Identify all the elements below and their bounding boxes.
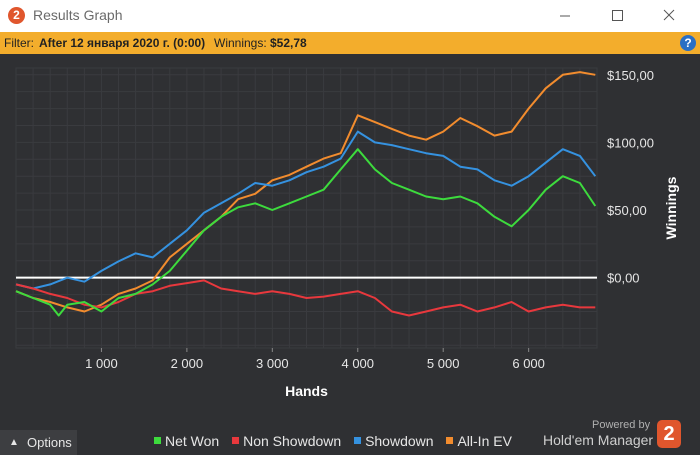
filter-label: Filter: [4,36,34,50]
y-axis-label: Winnings [663,176,679,239]
x-axis-label: Hands [285,383,328,399]
close-button[interactable] [646,0,692,32]
window-title: Results Graph [33,7,123,23]
y-tick-label: $100,00 [607,135,654,150]
minimize-button[interactable] [542,0,588,32]
all-in-ev-swatch [446,437,454,444]
showdown-line [15,130,597,290]
legend-label-net-won: Net Won [165,433,220,449]
x-tick-label: 6 000 [512,356,545,371]
options-label: Options [27,435,72,450]
filter-bar: Filter: After 12 января 2020 г. (0:00) W… [0,32,700,54]
y-tick-label: $0,00 [607,271,640,286]
legend-item-showdown[interactable]: Showdown [354,432,434,450]
brand-name: Hold'em Manager [543,432,654,448]
legend-label-non-showdown: Non Showdown [243,433,342,449]
filter-value[interactable]: After 12 января 2020 г. (0:00) [39,36,206,50]
x-tick-label: 5 000 [427,356,460,371]
brand-logo-icon: 2 [657,420,681,448]
powered-by-text: Powered by [592,419,651,431]
options-button[interactable]: ▲ Options [0,430,77,455]
y-axis-ticks: $0,00 $50,00 $100,00 $150,00 [607,68,654,286]
y-tick-label: $50,00 [607,203,647,218]
non-showdown-swatch [232,437,240,444]
x-tick-label: 1 000 [85,356,118,371]
legend-item-non-showdown[interactable]: Non Showdown [232,432,341,450]
x-tick-label: 3 000 [256,356,289,371]
chart-legend: Net Won Non Showdown Showdown All-In EV [154,432,521,450]
chart-series [15,71,597,317]
y-tick-label: $150,00 [607,68,654,83]
minimize-icon [560,15,570,17]
showdown-swatch [354,437,362,444]
results-chart: 1 000 2 000 3 000 4 000 5 000 6 000 $0,00 $50,… [15,67,679,399]
maximize-icon [612,10,623,21]
winnings-value: $52,78 [270,36,307,50]
winnings-label: Winnings: [214,36,267,50]
x-axis-ticks: 1 000 2 000 3 000 4 000 5 000 6 000 [85,348,545,371]
all-in-ev-line [15,71,596,313]
legend-label-showdown: Showdown [365,433,434,449]
app-logo-icon: 2 [8,7,25,24]
legend-label-all-in-ev: All-In EV [457,433,512,449]
net-won-line [15,148,597,317]
x-tick-label: 4 000 [341,356,374,371]
net-won-swatch [154,437,161,444]
legend-item-all-in-ev[interactable]: All-In EV [446,432,512,450]
chevron-up-icon: ▲ [9,437,19,448]
title-bar: 2 Results Graph [0,0,700,32]
non-showdown-line [15,279,596,317]
x-tick-label: 2 000 [171,356,204,371]
close-icon [663,9,675,21]
chart-grid [15,67,598,349]
legend-item-net-won[interactable]: Net Won [154,432,219,450]
maximize-button[interactable] [594,0,640,32]
help-icon[interactable]: ? [680,35,696,51]
